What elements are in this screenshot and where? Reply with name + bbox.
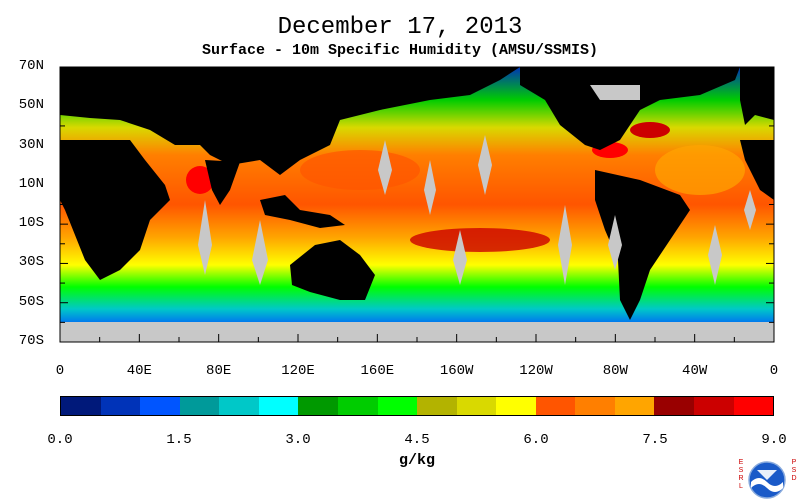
latitude-label: 10S <box>18 215 44 232</box>
longitude-label: 0 <box>55 363 65 379</box>
colorbar-units: g/kg <box>398 452 435 469</box>
orbit-gap <box>478 135 492 195</box>
latitude-label: 50N <box>18 97 44 114</box>
warm-pool-west-pacific <box>300 150 420 190</box>
colorbar-tick-label: 9.0 <box>761 432 787 448</box>
longitude-label: 0 <box>769 363 779 379</box>
africa-land <box>60 140 774 280</box>
orbit-gap <box>558 205 572 285</box>
colorbar-tick-label: 1.5 <box>166 432 192 448</box>
colorbar-swatch <box>61 397 101 415</box>
latitude-label: 50S <box>18 293 44 310</box>
antarctic-missing-band <box>60 322 774 342</box>
colorbar-swatch <box>298 397 338 415</box>
colorbar-swatch <box>377 397 418 415</box>
colorbar-swatch <box>496 397 536 415</box>
colorbar-swatch <box>694 397 734 415</box>
colorbar-swatch <box>575 397 615 415</box>
colorbar-tick-label: 4.5 <box>404 432 430 448</box>
warm-pool-atlantic <box>655 145 745 195</box>
india-land <box>205 160 240 205</box>
arabian-sea-max <box>186 166 214 194</box>
orbit-gap <box>198 200 212 275</box>
longitude-label: 80W <box>602 363 628 379</box>
orbit-gap <box>453 230 467 285</box>
warm-pool-pacific <box>410 228 550 252</box>
colorbar-tick-label: 3.0 <box>285 432 311 448</box>
map-subtitle: Surface - 10m Specific Humidity (AMSU/SS… <box>201 42 599 59</box>
maritime-continent-land <box>260 195 345 228</box>
colorbar-swatch <box>337 397 378 415</box>
colorbar-tick-label: 0.0 <box>47 432 73 448</box>
colorbar-swatch <box>535 397 576 415</box>
orbit-gap <box>608 215 622 270</box>
colorbar <box>60 396 774 416</box>
colorbar-swatch <box>456 397 497 415</box>
colorbar-tick-label: 7.5 <box>642 432 668 448</box>
arctic-ice <box>590 85 640 100</box>
orbit-gap <box>744 190 756 230</box>
colorbar-swatch <box>654 397 694 415</box>
north-america-land <box>520 67 740 150</box>
colorbar-swatch <box>140 397 180 415</box>
longitude-label: 160W <box>439 363 474 379</box>
colorbar-swatch <box>258 397 299 415</box>
colorbar-swatch <box>733 397 774 415</box>
longitude-label: 40E <box>126 363 152 379</box>
australia-land <box>290 240 375 300</box>
colorbar-swatch <box>417 397 457 415</box>
latitude-label: 10N <box>18 175 44 192</box>
latitude-label: 30N <box>18 136 44 153</box>
colorbar-swatch <box>614 397 655 415</box>
orbit-gap <box>424 160 436 215</box>
map-ticks <box>59 66 775 343</box>
longitude-label: 160E <box>360 363 395 379</box>
colorbar-tick-label: 6.0 <box>523 432 549 448</box>
latitude-label: 70S <box>18 333 44 349</box>
europe-asia-land <box>60 67 774 175</box>
humidity-map <box>59 66 775 343</box>
latitude-label: 30S <box>18 254 44 271</box>
longitude-label: 120E <box>281 363 315 379</box>
gulf-stream-max <box>630 122 670 138</box>
colorbar-swatch <box>219 397 259 415</box>
orbit-gap <box>378 140 392 195</box>
page-title: December 17, 2013 <box>277 14 523 41</box>
colorbar-swatch <box>179 397 220 415</box>
south-america-land <box>595 170 690 320</box>
colorbar-swatch <box>100 397 141 415</box>
latitude-label: 70N <box>18 58 44 74</box>
longitude-label: 80E <box>206 363 232 379</box>
orbit-gap <box>252 220 268 285</box>
orbit-gap <box>708 225 722 285</box>
longitude-label: 120W <box>519 363 553 379</box>
longitude-label: 40W <box>682 363 708 379</box>
